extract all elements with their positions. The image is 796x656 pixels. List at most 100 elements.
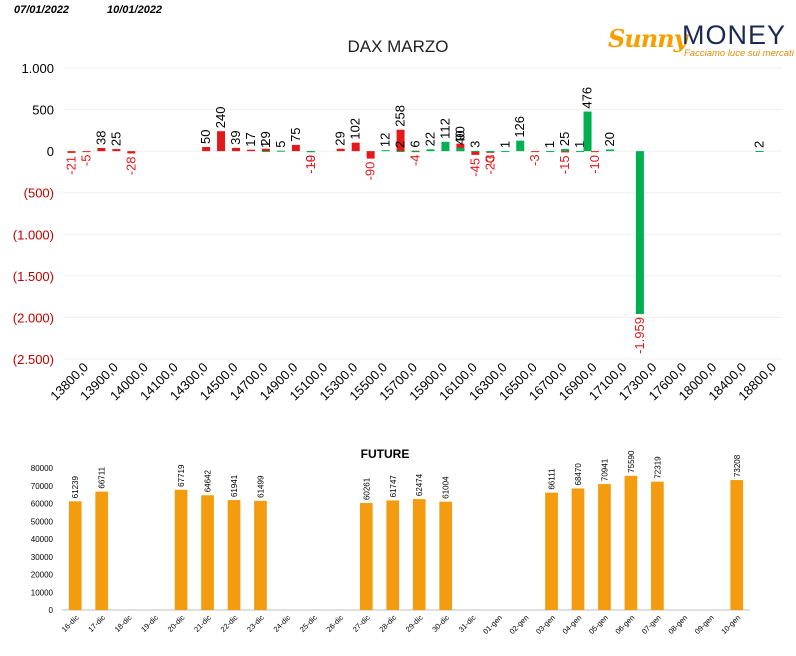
- y-tick-label: 0: [49, 606, 54, 615]
- data-label: -5: [78, 155, 93, 167]
- bar: [439, 501, 453, 610]
- y-tick-label: 40000: [31, 535, 54, 544]
- bar: [576, 151, 585, 153]
- x-tick-label: 05-gen: [587, 613, 610, 636]
- bar: [261, 151, 270, 153]
- x-tick-label: 18-dic: [113, 613, 134, 634]
- data-label: 25: [108, 132, 123, 146]
- data-label: -10: [587, 155, 602, 174]
- y-tick-label: 10000: [31, 588, 54, 597]
- date-label-left: 07/01/2022: [14, 4, 70, 16]
- data-label: -1.959: [632, 317, 647, 354]
- date-label-right: 10/01/2022: [107, 4, 163, 16]
- x-tick-label: 21-dic: [192, 613, 213, 634]
- bar: [359, 503, 373, 610]
- data-label: 12: [378, 133, 393, 147]
- y-tick-label: 80000: [31, 464, 54, 473]
- bar: [254, 500, 267, 610]
- data-label: 70941: [600, 458, 609, 481]
- bar: [202, 146, 211, 152]
- data-label: 40: [452, 130, 467, 144]
- data-label: 22: [422, 132, 437, 146]
- bar: [127, 151, 136, 154]
- x-tick-label: 24-dic: [272, 613, 293, 634]
- logo-sunny-text: Sunny: [608, 24, 688, 53]
- data-label: 61941: [230, 474, 239, 497]
- bar: [227, 500, 241, 610]
- bar: [82, 151, 91, 153]
- bar: [412, 499, 426, 610]
- bar: [336, 148, 345, 152]
- y-tick-label: (1.000): [13, 227, 54, 242]
- data-label: 75590: [627, 450, 636, 473]
- data-label: 62474: [415, 473, 424, 496]
- data-label: 90: [452, 126, 467, 140]
- data-label: 5: [273, 140, 288, 147]
- x-tick-label: 27-dic: [351, 613, 372, 634]
- data-label: -45: [467, 158, 482, 177]
- x-tick-label: 25-dic: [298, 613, 319, 634]
- bar: [456, 147, 465, 152]
- data-label: -9: [303, 155, 318, 167]
- bar: [635, 151, 644, 315]
- x-tick-label: 06-gen: [613, 613, 636, 636]
- data-label: -10: [303, 155, 318, 174]
- bar: [441, 141, 450, 152]
- bar: [755, 150, 764, 152]
- bar: [261, 148, 270, 152]
- data-label: 112: [437, 118, 452, 139]
- chart-title: FUTURE: [361, 447, 410, 461]
- bar: [351, 142, 360, 152]
- data-label: 73208: [733, 454, 742, 477]
- x-tick-label: 17-dic: [86, 613, 107, 634]
- x-tick-label: 07-gen: [640, 613, 663, 636]
- x-tick-label: 29-dic: [404, 613, 425, 634]
- bar: [246, 149, 255, 152]
- data-label: 72319: [653, 456, 662, 479]
- bar: [456, 143, 465, 152]
- data-label: 1: [572, 141, 587, 148]
- bar: [396, 150, 405, 152]
- future-chart: FUTURE 0 10000 20000 30000 40000 50000 60000 700…: [31, 447, 750, 636]
- data-label: 476: [580, 87, 595, 109]
- data-label: 6: [408, 140, 423, 147]
- data-label: 126: [512, 116, 527, 138]
- bar: [624, 475, 638, 610]
- data-label: 29: [258, 131, 273, 145]
- y-tick-label: (500): [24, 186, 54, 201]
- y-tick-label: 500: [32, 103, 54, 118]
- x-tick-label: 28-dic: [377, 613, 398, 634]
- data-label: -4: [408, 154, 423, 166]
- x-tick-label: 30-dic: [430, 613, 451, 634]
- bar: [471, 150, 480, 152]
- data-label: 75: [288, 127, 303, 141]
- bar: [571, 488, 585, 610]
- y-tick-label: (2.000): [13, 310, 54, 325]
- y-tick-label: 1.000: [21, 61, 54, 76]
- chart-title: DAX MARZO: [347, 37, 448, 56]
- data-label: 50: [198, 130, 213, 144]
- bar: [174, 489, 188, 610]
- data-label: -3: [527, 154, 542, 166]
- x-tick-label: 31-dic: [457, 613, 478, 634]
- data-label: -28: [123, 156, 138, 175]
- data-label: 39: [228, 130, 243, 144]
- x-tick-label: 22-dic: [219, 613, 240, 634]
- data-label: 20: [602, 132, 617, 146]
- data-label: 102: [348, 118, 363, 140]
- y-tick-label: 70000: [31, 482, 54, 491]
- y-tick-label: (2.500): [13, 352, 54, 367]
- data-label: 68470: [574, 463, 583, 486]
- y-tick-label: 20000: [31, 571, 54, 580]
- data-label: 64642: [204, 469, 213, 492]
- data-label: 38: [93, 131, 108, 145]
- data-label: 1: [258, 141, 273, 148]
- dax-marzo-chart: DAX MARZO 1.000 500 0 (500) (1.000) (1.500) (2.…: [13, 37, 782, 403]
- bar: [306, 151, 315, 153]
- bar: [583, 111, 592, 152]
- data-label: 17: [243, 132, 258, 146]
- bar: [545, 492, 558, 610]
- data-label: 61747: [389, 475, 398, 498]
- x-tick-label: 09-gen: [693, 613, 716, 636]
- bar: [561, 149, 570, 152]
